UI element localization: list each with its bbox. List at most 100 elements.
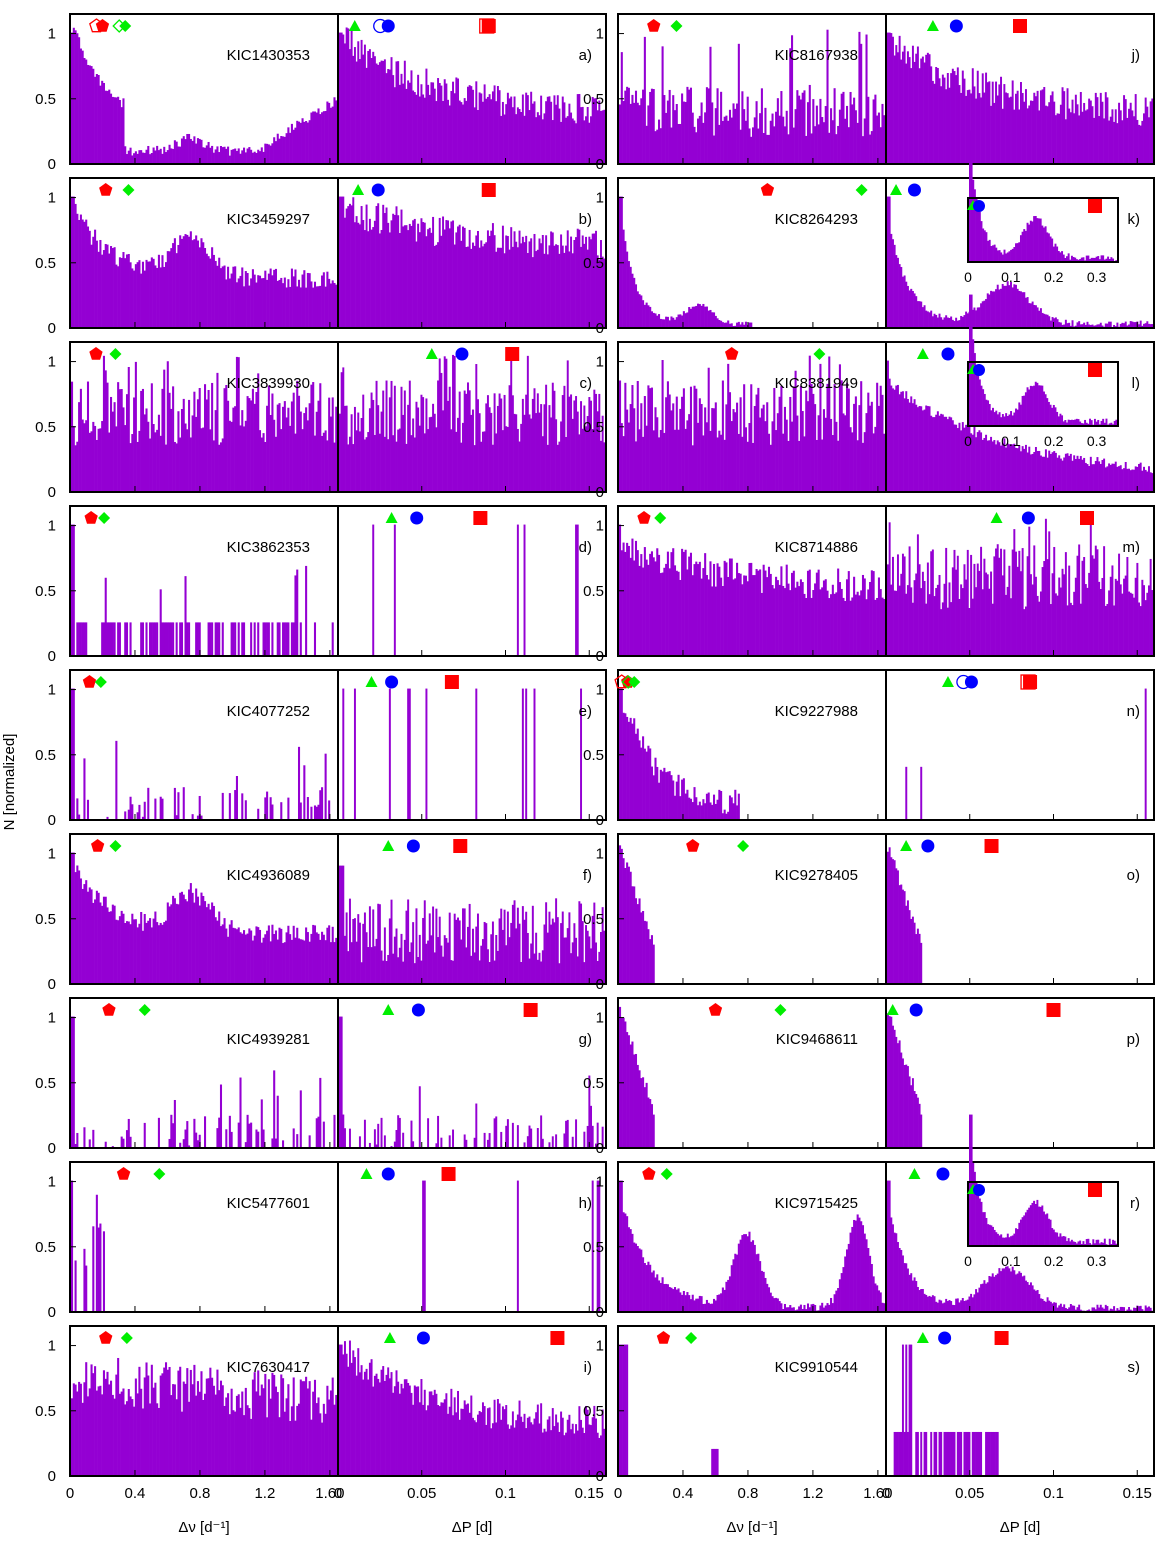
y-tick-label: 1 [48,1010,56,1027]
x-axis-label-dnu-left: Δν [d⁻¹] [178,1519,229,1536]
histogram-bar [718,566,721,655]
histogram-bar [154,911,157,983]
histogram-bar [1133,469,1136,491]
histogram-bar [663,1284,666,1311]
inset-bar [1034,216,1037,261]
histogram-bar [806,570,810,655]
histogram-bar [343,1341,346,1475]
inset-tick-label: 0.3 [1087,269,1107,285]
histogram-bar [720,791,723,819]
histogram-bar [1128,468,1131,491]
histogram-bar [486,395,489,491]
histogram-bar [273,419,276,491]
histogram-bar [636,550,639,655]
histogram-bar [501,101,504,163]
histogram-bar [1133,1307,1136,1311]
panel-letter-label: f) [583,867,592,884]
histogram-bar [741,322,744,327]
histogram-bar [410,435,413,491]
histogram-bar [905,593,908,655]
histogram-bar [1086,109,1089,163]
histogram-bar [654,407,657,491]
histogram-bar [195,1132,198,1147]
histogram-bar [465,1139,468,1147]
histogram-bar [345,1353,348,1475]
square-marker [550,1331,565,1345]
histogram-bar [833,593,836,655]
inset-bar [1018,242,1021,261]
inset-bar [973,189,976,261]
histogram-bar [725,322,728,327]
dp-panel: k)0 0.1 0.2 0.3 [885,130,1155,329]
star-id-label: KIC9715425 [775,1195,858,1212]
histogram-bar [943,1302,946,1311]
histogram-bar [299,802,302,819]
inset-bar [1034,1203,1037,1245]
histogram-bar [134,264,137,327]
histogram-bar [110,911,113,983]
histogram-bar [168,392,171,491]
histogram-bar [1131,321,1134,327]
histogram-bar [1059,587,1062,655]
histogram-bar [452,1415,455,1475]
histogram-bar [149,154,152,163]
histogram-bar [407,899,410,983]
histogram-bar [650,1104,653,1147]
histogram-bar [973,1294,976,1311]
histogram-bar [870,401,873,491]
histogram-bar [127,921,130,983]
histogram-bar [380,950,383,983]
histogram-bar [891,556,894,655]
histogram-bar [104,90,107,163]
histogram-bar [297,938,301,983]
histogram-bar [925,405,928,491]
histogram-bar [1074,325,1077,327]
histogram-bar [147,920,150,983]
histogram-bar [626,1032,629,1147]
inset-bar [995,1232,998,1245]
histogram-bar [665,563,668,655]
histogram-bar [223,918,226,983]
histogram-bar [237,148,240,163]
inset-bar [990,1225,993,1245]
histogram-bar [787,1307,790,1311]
histogram-bar [1016,90,1019,163]
histogram-bar [164,920,168,983]
histogram-bar [458,920,461,983]
histogram-bar [940,1431,943,1475]
inset-bar [1110,257,1113,261]
histogram-bar [71,524,74,655]
histogram-bar [684,793,687,819]
histogram-bar [1068,1307,1071,1311]
histogram-bar [700,805,703,819]
histogram-bar [906,51,909,164]
histogram-bar [923,409,926,491]
histogram-bar [826,590,829,655]
histogram-bar [541,436,544,491]
histogram-bar [99,428,102,491]
histogram-bar [1131,593,1134,655]
histogram-bar [895,1036,898,1147]
histogram-bar [1039,591,1042,655]
histogram-bar [1046,314,1049,327]
histogram-bar [321,275,324,327]
histogram-bar [172,1384,175,1475]
histogram-bar [1028,446,1031,491]
histogram-bar [911,1280,914,1311]
inset-bar [1031,221,1034,261]
histogram-bar [860,1221,863,1311]
histogram-bar [367,231,370,327]
histogram-bar [445,358,448,491]
histogram-bar [133,919,136,983]
histogram-bar [111,96,114,163]
histogram-bar [541,1138,544,1147]
histogram-bar [619,196,622,327]
histogram-bar [603,442,606,491]
inset-bar [1054,243,1057,261]
histogram-bar [85,622,88,655]
histogram-bar [1149,472,1152,491]
histogram-bar [397,429,400,491]
histogram-bar [700,578,703,655]
histogram-bar [308,941,311,983]
histogram-bar [675,104,678,163]
